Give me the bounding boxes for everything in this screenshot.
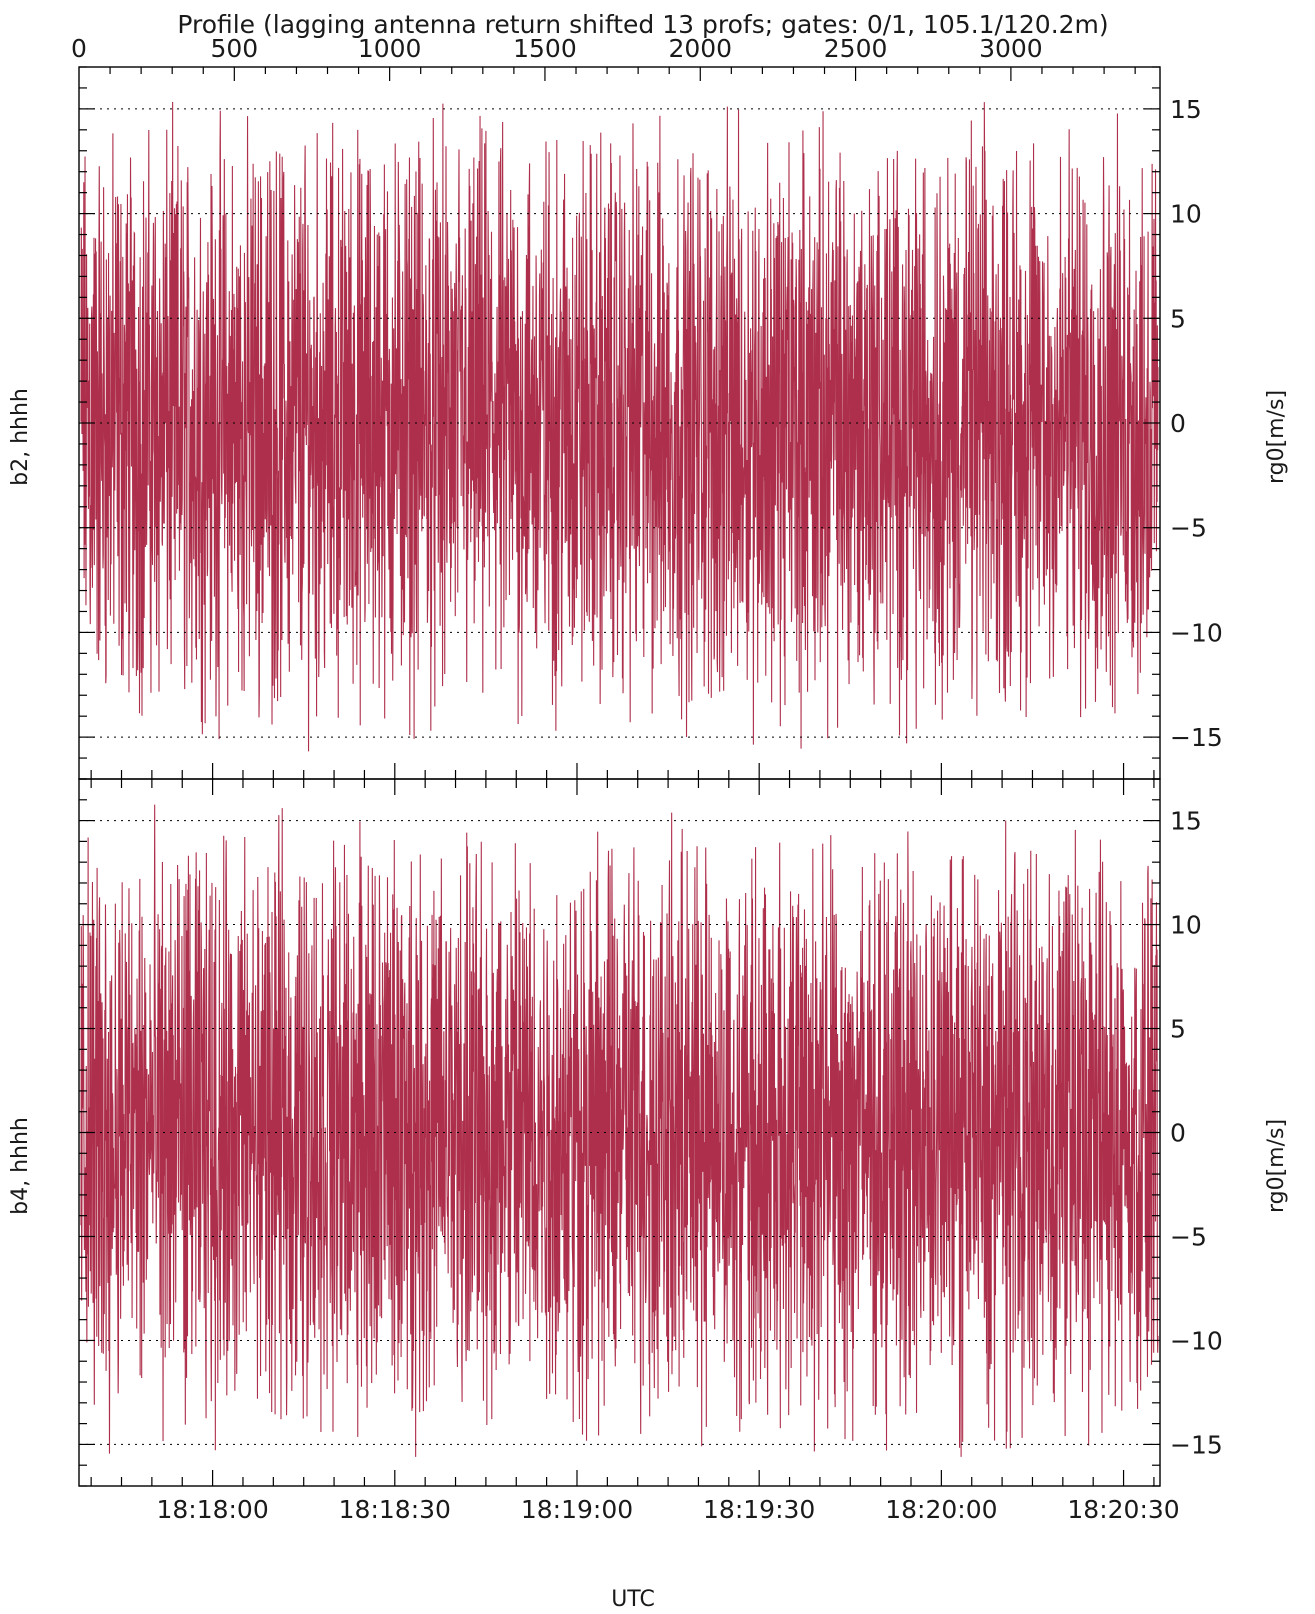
y-tick-label: 0	[1170, 409, 1186, 438]
y-tick-label: −10	[1170, 1326, 1223, 1355]
top-axis-tick-label: 2000	[668, 34, 732, 63]
top-axis-tick-label: 2500	[824, 34, 888, 63]
x-tick-label: 18:20:30	[1067, 1495, 1179, 1524]
y-tick-label: −5	[1170, 514, 1207, 543]
bottom-axis: 18:18:00 18:18:30 18:19:00 18:19:30 18:20:00…	[156, 1495, 1179, 1524]
y-tick-label: 10	[1170, 911, 1202, 940]
x-axis-label: UTC	[611, 1587, 655, 1612]
y-tick-label: −15	[1170, 723, 1223, 752]
top-axis-tick-label: 3000	[979, 34, 1043, 63]
y-tick-label: 0	[1170, 1119, 1186, 1148]
x-tick-label: 18:18:30	[339, 1495, 451, 1524]
panel-b2-right-label: rg0[m/s]	[1264, 390, 1289, 484]
y-tick-label: 15	[1170, 95, 1202, 124]
top-axis-tick-label: 1500	[513, 34, 577, 63]
top-axis-tick-label: 0	[71, 34, 87, 63]
top-axis-tick-label: 500	[210, 34, 258, 63]
top-axis-tick-label: 1000	[358, 34, 422, 63]
x-tick-label: 18:19:00	[521, 1495, 633, 1524]
y-tick-label: −15	[1170, 1430, 1223, 1459]
panel-b2: b2, hhhh rg0[m/s] 15 10 5 0 −5 −10 −15	[8, 66, 1289, 780]
y-tick-label: 10	[1170, 200, 1202, 229]
x-tick-label: 18:18:00	[156, 1495, 268, 1524]
panel-b2-left-label: b2, hhhh	[8, 388, 33, 486]
x-tick-label: 18:19:30	[703, 1495, 815, 1524]
y-tick-label: −5	[1170, 1222, 1207, 1251]
series-line	[80, 804, 1159, 1457]
y-tick-label: 5	[1170, 304, 1186, 333]
chart-title: Profile (lagging antenna return shifted …	[177, 10, 1108, 39]
panel-b4-left-label: b4, hhhh	[8, 1117, 33, 1215]
top-axis: 0 500 1000 1500 2000 2500 3000	[71, 34, 1136, 81]
panel-b4: b4, hhhh rg0[m/s] 15 10 5 0 −5 −10 −15	[8, 778, 1289, 1487]
y-tick-label: −10	[1170, 618, 1223, 647]
y-tick-label: 15	[1170, 807, 1202, 836]
y-tick-label: 5	[1170, 1015, 1186, 1044]
series-line	[80, 102, 1159, 752]
x-tick-label: 18:20:00	[885, 1495, 997, 1524]
panel-b4-right-label: rg0[m/s]	[1264, 1119, 1289, 1213]
